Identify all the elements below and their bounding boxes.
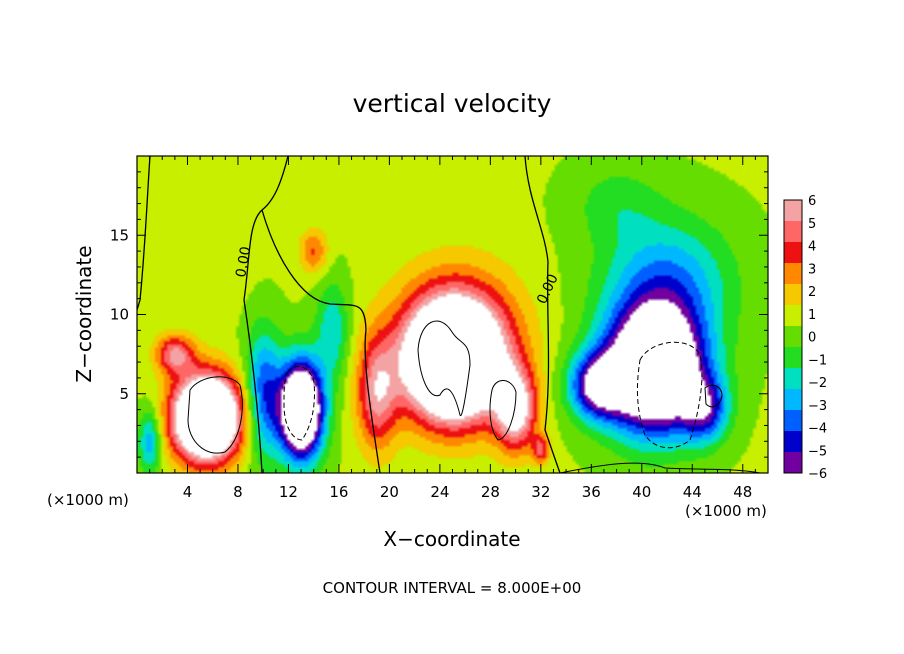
colorbar-label: 1 bbox=[808, 308, 816, 323]
colorbar-swatch bbox=[784, 410, 802, 431]
x-tick-label: 36 bbox=[582, 483, 601, 501]
colorbar-frame bbox=[783, 199, 803, 474]
velocity-field bbox=[137, 156, 768, 473]
x-tick-label: 40 bbox=[632, 483, 651, 501]
x-tick-label: 16 bbox=[329, 483, 348, 501]
colorbar-label: 0 bbox=[808, 331, 816, 346]
x-tick-label: 8 bbox=[233, 483, 243, 501]
contour-lines bbox=[137, 156, 761, 473]
colorbar-label: 4 bbox=[808, 240, 816, 255]
colorbar-swatch bbox=[784, 326, 802, 347]
colorbar-label: −6 bbox=[808, 467, 827, 482]
colorbar-swatch bbox=[784, 305, 802, 326]
colorbar-swatch bbox=[784, 284, 802, 305]
colorbar-label: −3 bbox=[808, 399, 827, 414]
colorbar-label: 3 bbox=[808, 262, 816, 277]
colorbar-swatch bbox=[784, 452, 802, 473]
colorbar-swatch bbox=[784, 368, 802, 389]
x-tick-label: 28 bbox=[481, 483, 500, 501]
y-tick-label: 5 bbox=[119, 385, 129, 403]
x-tick-label: 12 bbox=[279, 483, 298, 501]
x-axis-label: X−coordinate bbox=[383, 527, 520, 551]
x-unit-label-left: (×1000 m) bbox=[47, 491, 129, 509]
y-axis: 5 10 15 bbox=[110, 171, 768, 458]
colorbar-label: −2 bbox=[808, 376, 827, 391]
plot-area: 0.00 0.00 bbox=[137, 156, 768, 473]
colorbar-label: 2 bbox=[808, 285, 816, 300]
x-tick-label: 44 bbox=[683, 483, 702, 501]
colorbar: 6 5 4 3 2 1 0 −1 −2 −3 −4 −5 −6 bbox=[783, 194, 827, 482]
x-unit-label-right: (×1000 m) bbox=[685, 502, 767, 520]
colorbar-label: −1 bbox=[808, 353, 827, 368]
contour-interval-note: CONTOUR INTERVAL = 8.000E+00 bbox=[323, 579, 582, 597]
contour-label: 0.00 bbox=[233, 245, 254, 278]
x-tick-label: 24 bbox=[430, 483, 449, 501]
colorbar-label: 5 bbox=[808, 217, 816, 232]
x-tick-label: 32 bbox=[531, 483, 550, 501]
x-tick-label: 48 bbox=[733, 483, 752, 501]
colorbar-label: 6 bbox=[808, 194, 816, 209]
x-tick-label: 4 bbox=[183, 483, 193, 501]
colorbar-swatch bbox=[784, 221, 802, 242]
x-tick-label: 20 bbox=[380, 483, 399, 501]
colorbar-label: −5 bbox=[808, 444, 827, 459]
colorbar-label: −4 bbox=[808, 422, 827, 437]
colorbar-swatch bbox=[784, 242, 802, 263]
colorbar-swatch bbox=[784, 347, 802, 368]
y-tick-label: 15 bbox=[110, 226, 129, 244]
colorbar-swatch bbox=[784, 200, 802, 221]
colorbar-swatch bbox=[784, 263, 802, 284]
colorbar-swatch bbox=[784, 431, 802, 452]
y-tick-label: 10 bbox=[110, 306, 129, 324]
colorbar-swatch bbox=[784, 389, 802, 410]
y-axis-label: Z−coordinate bbox=[72, 245, 96, 382]
x-axis: 4 8 12 16 20 24 28 32 36 40 44 48 bbox=[149, 156, 756, 501]
chart-title: vertical velocity bbox=[353, 89, 552, 118]
